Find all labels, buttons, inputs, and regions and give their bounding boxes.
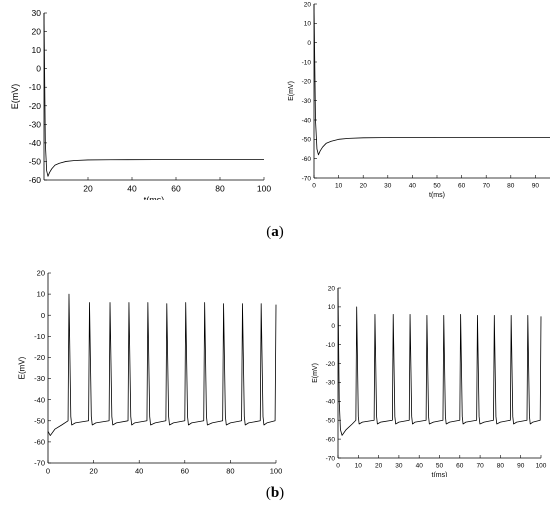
y-tick-label: -20 — [29, 101, 42, 111]
y-tick-label: 10 — [304, 21, 312, 28]
x-tick-label: 30 — [384, 183, 392, 190]
caption-a: (a) — [245, 224, 305, 241]
y-tick-label: 0 — [36, 64, 41, 74]
chart-a-right: 010203040506070809010020100-10-20-30-40-… — [288, 1, 550, 199]
y-tick-label: 10 — [32, 45, 42, 55]
series-line — [337, 287, 542, 436]
x-tick-label: 90 — [532, 183, 540, 190]
x-tick-label: 0 — [336, 463, 340, 470]
x-tick-label: 0 — [46, 467, 50, 476]
y-tick-label: -40 — [29, 138, 42, 148]
y-tick-label: 10 — [37, 290, 45, 299]
x-tick-label: 40 — [409, 183, 417, 190]
y-tick-label: 20 — [37, 269, 45, 278]
y-tick-label: 30 — [32, 8, 42, 18]
x-tick-label: 50 — [433, 183, 441, 190]
chart-a-left: 20 40 60 80 1003020100-10-20-30-40-50-60t(ms… — [10, 8, 271, 200]
x-axis-label: t(ms) — [144, 195, 165, 200]
caption-b-letter: b — [270, 485, 280, 501]
y-tick-label: -60 — [29, 175, 42, 185]
x-tick-label: 40 — [127, 184, 137, 194]
caption-b-close: ) — [279, 485, 285, 501]
x-tick-label: 20 — [360, 183, 368, 190]
x-tick-label: 0 — [312, 183, 316, 190]
x-tick-label: 20 — [89, 467, 97, 476]
y-tick-label: -50 — [302, 137, 312, 144]
y-axis-label: E(mV) — [18, 356, 27, 379]
x-tick-label: 90 — [517, 463, 525, 470]
x-tick-label: 60 — [458, 183, 466, 190]
chart-b-right: 0 10 20 30 40 50 60 70 80 90 10020100-10-20-30-40-… — [312, 285, 547, 477]
x-tick-label: 70 — [483, 183, 491, 190]
y-axis-label: E(mV) — [288, 81, 295, 101]
caption-a-open: ( — [266, 224, 272, 240]
y-tick-label: -70 — [326, 455, 336, 462]
y-tick-label: -30 — [326, 380, 336, 387]
y-tick-label: 0 — [41, 311, 45, 320]
y-tick-label: 10 — [328, 304, 336, 311]
y-tick-label: 20 — [328, 285, 336, 292]
x-tick-label: 70 — [476, 463, 484, 470]
y-tick-label: -20 — [326, 361, 336, 368]
x-tick-label: 80 — [497, 463, 505, 470]
x-axis-label: t(ms) — [432, 472, 448, 477]
series-line — [47, 293, 277, 436]
y-tick-label: 20 — [304, 1, 312, 8]
x-tick-label: 20 — [83, 184, 93, 194]
x-tick-label: 60 — [171, 184, 181, 194]
caption-a-letter: a — [271, 224, 279, 240]
x-axis-label: t(ms) — [429, 192, 445, 199]
x-tick-label: 50 — [436, 463, 444, 470]
y-tick-label: -50 — [29, 156, 42, 166]
y-tick-label: -40 — [34, 395, 45, 404]
y-tick-label: -30 — [29, 119, 42, 129]
y-tick-label: -40 — [326, 399, 336, 406]
x-tick-label: 80 — [215, 184, 225, 194]
y-tick-label: -60 — [302, 156, 312, 163]
y-tick-label: -10 — [34, 332, 45, 341]
y-tick-label: -10 — [29, 82, 42, 92]
y-tick-label: -30 — [34, 374, 45, 383]
y-axis-label: E(mV) — [312, 363, 319, 383]
y-tick-label: -20 — [302, 79, 312, 86]
caption-a-close: ) — [278, 224, 284, 240]
y-tick-label: 0 — [331, 323, 335, 330]
x-tick-label: 30 — [395, 463, 403, 470]
y-tick-label: -50 — [326, 417, 336, 424]
caption-b: (b) — [245, 485, 305, 502]
x-tick-label: 40 — [135, 467, 143, 476]
x-tick-label: 80 — [226, 467, 234, 476]
y-tick-label: -10 — [302, 59, 312, 66]
y-tick-label: -40 — [302, 117, 312, 124]
x-tick-label: 10 — [355, 463, 363, 470]
x-tick-label: 10 — [335, 183, 343, 190]
y-tick-label: -10 — [326, 342, 336, 349]
x-tick-label: 20 — [375, 463, 383, 470]
x-tick-label: 100 — [270, 467, 283, 476]
x-tick-label: 60 — [181, 467, 189, 476]
chart-b-left: 02040608010020100-10-20-30-40-50-60-70t(… — [18, 269, 283, 476]
y-tick-label: 0 — [307, 40, 311, 47]
y-axis-label: E(mV) — [10, 84, 20, 110]
series-line — [43, 12, 264, 177]
x-tick-label: 40 — [416, 463, 424, 470]
y-tick-label: -60 — [34, 438, 45, 447]
x-tick-label: 100 — [257, 184, 271, 194]
y-tick-label: -50 — [34, 416, 45, 425]
y-tick-label: -70 — [34, 459, 45, 468]
x-tick-label: 80 — [507, 183, 515, 190]
y-tick-label: -20 — [34, 353, 45, 362]
y-tick-label: -60 — [326, 436, 336, 443]
series-line — [313, 3, 550, 156]
y-tick-label: 20 — [32, 27, 42, 37]
y-tick-label: -70 — [302, 175, 312, 182]
y-tick-label: -30 — [302, 98, 312, 105]
x-tick-label: 100 — [536, 463, 547, 470]
x-tick-label: 60 — [456, 463, 464, 470]
caption-b-open: ( — [265, 485, 271, 501]
